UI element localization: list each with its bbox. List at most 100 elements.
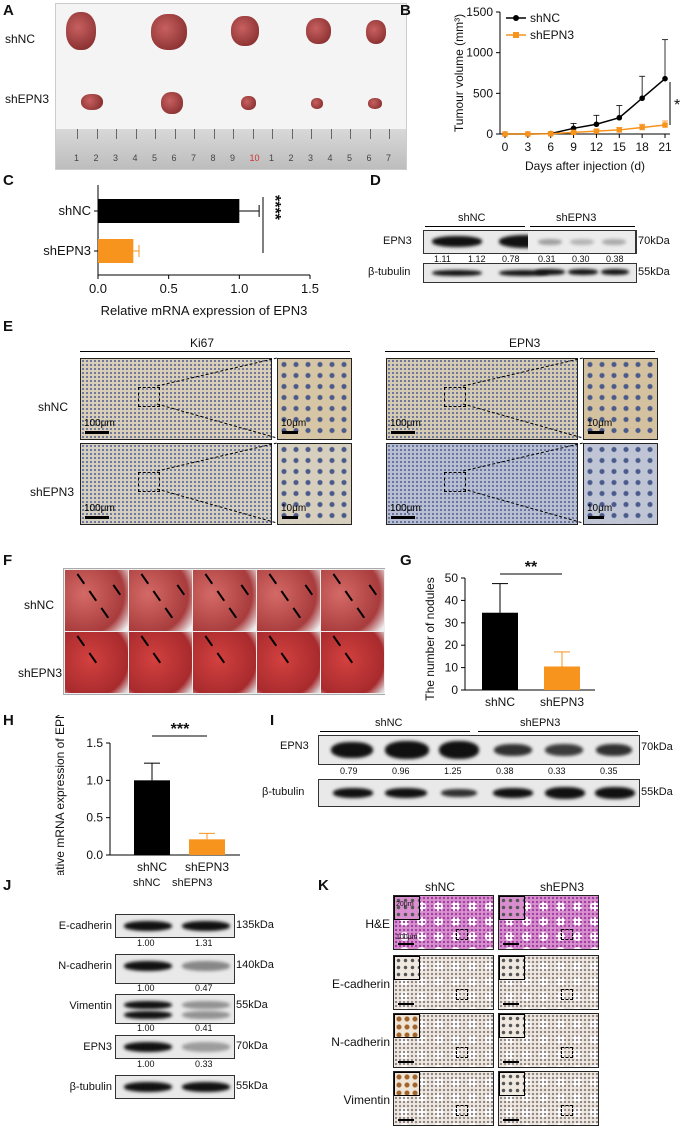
point-shEPN3 <box>502 131 508 137</box>
nodule-arrow-icon <box>152 652 162 664</box>
panel-label-h: H <box>3 712 14 729</box>
j-kda: 70kDa <box>236 1040 268 1052</box>
ruler-tick: 6 <box>171 153 177 163</box>
y-tick-label: 10 <box>445 661 459 675</box>
nodule-arrow-icon <box>176 584 186 596</box>
quant-d-3: 0.78 <box>502 254 520 264</box>
legend-label: shNC <box>530 11 560 25</box>
j-row-label: E-cadherin <box>58 920 112 932</box>
panel-label-f: F <box>3 552 13 569</box>
tumour-photo: 1 2 3 4 5 6 7 8 9 10 1 2 3 4 5 6 7 <box>55 3 407 170</box>
x-tick-label: 15 <box>613 140 627 154</box>
nodule-arrow-icon <box>76 573 86 585</box>
group-label-shnc: shNC <box>458 212 486 224</box>
j-quant: 0.33 <box>195 1059 213 1069</box>
blot-d-tubulin <box>423 263 637 283</box>
scale-bar <box>398 1061 414 1063</box>
x-tick-label: 3 <box>525 140 532 154</box>
lung-tile <box>256 569 321 632</box>
group-label-shepn3: shEPN3 <box>556 212 597 224</box>
k-tissue-tile <box>393 1013 494 1068</box>
stain-epn3: EPN3 <box>509 336 541 350</box>
nodule-arrow-icon <box>216 652 226 664</box>
lung-tile <box>64 631 129 694</box>
point-shNC <box>662 75 668 82</box>
quant-i-5: 0.33 <box>548 766 566 776</box>
y-tick-label: 1000 <box>466 46 493 60</box>
panel-label-b: B <box>400 2 411 19</box>
point-shNC <box>593 121 600 128</box>
nodule-arrow-icon <box>356 607 366 619</box>
j-quant: 0.47 <box>195 983 213 993</box>
j-blot <box>115 954 235 984</box>
panel-label-a: A <box>3 2 14 19</box>
nodule-arrow-icon <box>112 584 122 596</box>
zoom-region <box>456 1105 468 1116</box>
category-label: shEPN3 <box>185 860 229 874</box>
bar-shNC <box>482 612 518 690</box>
quant-d-2: 1.12 <box>468 254 486 264</box>
nodule-arrow-icon <box>152 590 162 602</box>
row-label-shepn3: shEPN3 <box>5 92 50 106</box>
k-inset <box>499 1014 525 1038</box>
zoom-region <box>561 929 573 940</box>
k-group-shepn3: shEPN3 <box>540 880 585 894</box>
y-tick-label: 500 <box>473 86 493 100</box>
nodule-arrow-icon <box>228 607 238 619</box>
x-tick-label: 21 <box>658 140 672 154</box>
x-tick-label: 0.5 <box>160 281 178 296</box>
ruler-tick: 1 <box>74 153 80 163</box>
category-label: shEPN3 <box>43 243 91 258</box>
scale-label: 10μm <box>281 418 307 429</box>
j-quant: 1.00 <box>137 938 155 948</box>
lung-photo <box>63 568 385 695</box>
j-kda: 55kDa <box>236 1080 268 1092</box>
k-tissue-tile <box>393 1071 494 1126</box>
j-blot <box>115 994 235 1024</box>
x-tick-label: 18 <box>635 140 649 154</box>
panel-label-j: J <box>3 877 12 894</box>
k-tissue-tile <box>498 1071 599 1126</box>
quant-i-4: 0.38 <box>496 766 514 776</box>
j-quant: 1.00 <box>137 983 155 993</box>
i-group-shnc: shNC <box>375 717 403 729</box>
scale-bar <box>588 431 604 434</box>
legend-marker <box>513 32 519 38</box>
ruler-tick: 5 <box>347 153 353 163</box>
zoom-region <box>138 472 160 492</box>
zoom-tile: 10μm <box>277 443 352 525</box>
j-row-label: EPN3 <box>83 1041 112 1053</box>
kda-55: 55kDa <box>638 266 670 278</box>
zoom-region <box>138 387 160 407</box>
nodule-arrow-icon <box>140 573 150 585</box>
ruler: 1 2 3 4 5 6 7 8 9 10 1 2 3 4 5 6 7 <box>56 129 406 169</box>
point-shEPN3 <box>616 127 622 133</box>
lung-tile <box>128 569 193 632</box>
panel-label-c: C <box>3 172 14 189</box>
x-axis-label: Relative mRNA expression of EPN3 <box>101 303 308 318</box>
lung-tile <box>128 631 193 694</box>
nodule-arrow-icon <box>292 607 302 619</box>
nodule-arrow-icon <box>100 607 110 619</box>
quant-i-3: 1.25 <box>444 766 462 776</box>
point-shEPN3 <box>548 131 554 137</box>
nodule-arrow-icon <box>76 635 86 647</box>
scale-bar <box>503 1003 519 1005</box>
panel-label-g: G <box>400 552 412 569</box>
e-row-shnc: shNC <box>38 400 69 414</box>
chart-g: 0 10 20 30 40 50 shNC shEPN3 The number of nodul… <box>423 560 595 709</box>
k-inset <box>499 896 525 920</box>
ruler-tick: 3 <box>113 153 119 163</box>
j-blot <box>115 1075 235 1099</box>
ruler-tick: 7 <box>386 153 392 163</box>
i-kda-70: 70kDa <box>641 741 673 753</box>
scale-bar <box>85 516 109 519</box>
j-kda: 140kDa <box>236 959 274 971</box>
quant-i-6: 0.35 <box>600 766 618 776</box>
nodule-arrow-icon <box>240 584 250 596</box>
bar-shEPN3 <box>98 239 134 263</box>
sig-stars: **** <box>266 195 283 221</box>
ruler-tick: 2 <box>288 153 294 163</box>
category-label: shNC <box>58 203 91 218</box>
nodule-arrow-icon <box>332 635 342 647</box>
